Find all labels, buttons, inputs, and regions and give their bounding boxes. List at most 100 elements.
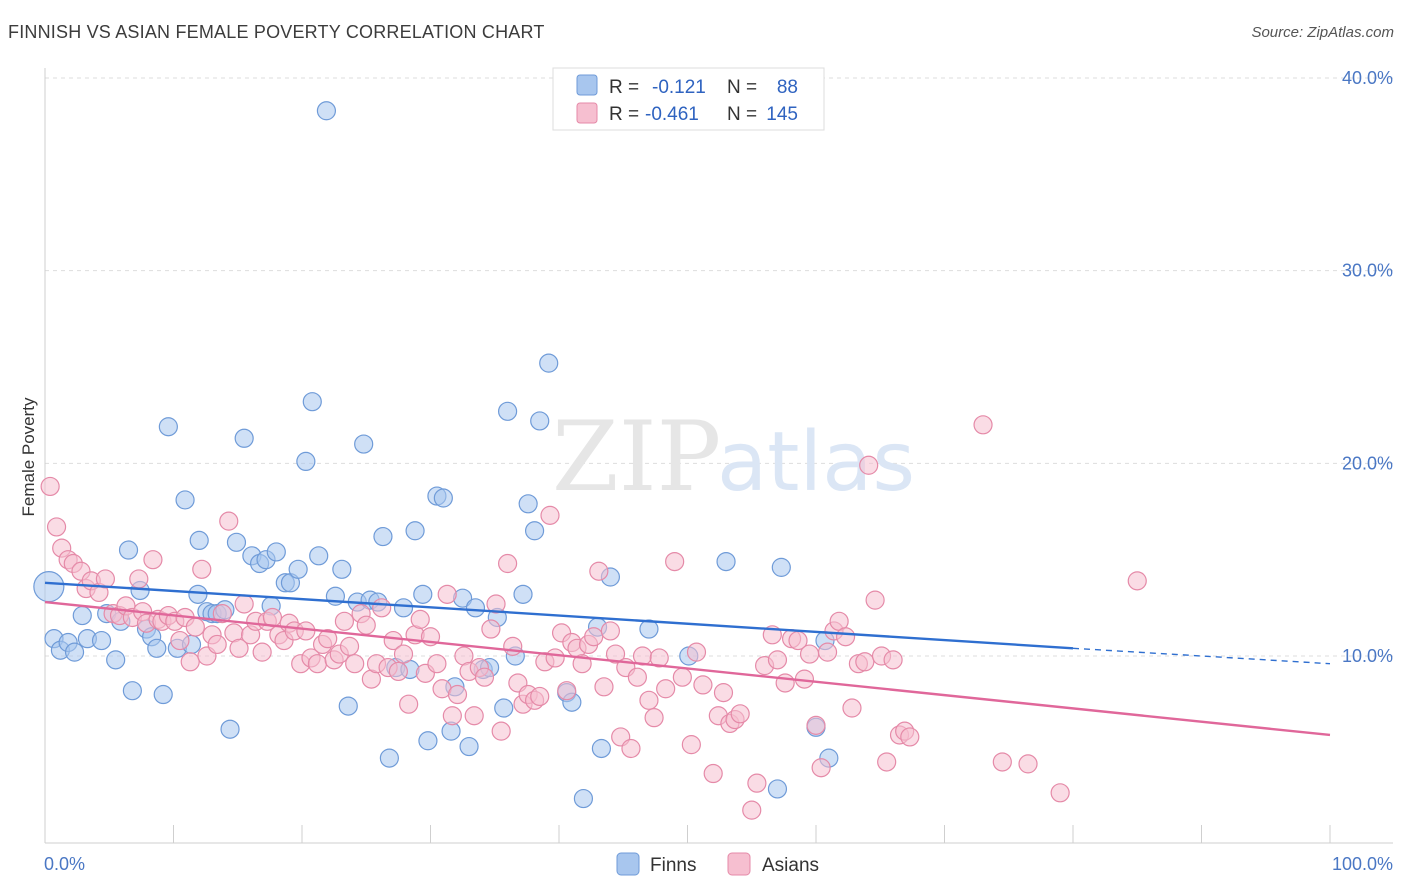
- point-asians: [883, 650, 903, 670]
- watermark-zip: ZIP: [552, 401, 721, 513]
- point-finns: [530, 411, 550, 431]
- point-asians: [410, 609, 430, 629]
- point-finns: [64, 642, 85, 662]
- point-asians: [388, 661, 408, 682]
- point-finns: [573, 788, 594, 809]
- point-finns: [316, 101, 337, 121]
- point-finns: [513, 584, 533, 604]
- point-asians: [252, 642, 272, 662]
- point-asians: [649, 648, 669, 668]
- point-asians: [992, 752, 1012, 772]
- point-asians: [799, 644, 820, 664]
- point-finns: [33, 571, 65, 603]
- point-asians: [557, 681, 577, 701]
- point-asians: [399, 694, 419, 714]
- chart-title: FINNISH VS ASIAN FEMALE POVERTY CORRELAT…: [8, 22, 545, 42]
- point-asians: [185, 617, 205, 637]
- point-asians: [129, 569, 149, 589]
- point-finns: [716, 551, 736, 572]
- point-finns: [771, 557, 791, 577]
- point-asians: [540, 505, 560, 525]
- point-asians: [865, 590, 885, 610]
- series-label-finns: Finns: [650, 855, 696, 876]
- x-tick-label-max: 100.0%: [1332, 854, 1393, 874]
- point-asians: [644, 708, 664, 728]
- point-finns: [118, 540, 139, 560]
- point-asians: [498, 553, 518, 574]
- point-finns: [158, 417, 178, 437]
- correlation-legend: R = -0.121 N = 88 R = -0.461 N = 145: [552, 67, 825, 131]
- point-asians: [900, 727, 920, 747]
- point-finns: [226, 532, 247, 552]
- point-asians: [835, 627, 856, 647]
- point-asians: [605, 644, 626, 664]
- point-finns: [147, 638, 167, 658]
- point-asians: [345, 654, 365, 674]
- watermark-atlas: atlas: [717, 415, 915, 510]
- point-asians: [383, 630, 403, 651]
- point-asians: [170, 630, 190, 651]
- point-asians: [627, 667, 647, 687]
- y-tick-label: 10.0%: [1342, 646, 1393, 666]
- point-asians: [747, 773, 767, 793]
- x-tick-labels: 0.0% 100.0%: [44, 854, 1393, 874]
- point-finns: [494, 698, 514, 718]
- point-asians: [334, 611, 355, 631]
- point-asians: [318, 629, 338, 649]
- point-asians: [486, 594, 506, 614]
- point-asians: [207, 634, 227, 655]
- point-finns: [302, 392, 322, 412]
- point-asians: [600, 621, 621, 641]
- series-label-asians: Asians: [762, 855, 819, 876]
- point-asians: [584, 627, 604, 647]
- point-asians: [372, 598, 392, 618]
- point-asians: [464, 706, 484, 726]
- point-finns: [405, 521, 425, 541]
- point-finns: [498, 401, 518, 421]
- point-finns: [296, 451, 316, 472]
- series-swatch-asians: [727, 852, 751, 876]
- source-label: Source: ZipAtlas.com: [1251, 24, 1394, 41]
- point-asians: [180, 652, 200, 672]
- point-finns: [220, 719, 240, 739]
- point-asians: [859, 455, 879, 475]
- y-tick-labels: 10.0% 20.0% 30.0% 40.0%: [1342, 68, 1393, 666]
- point-asians: [973, 415, 993, 435]
- point-asians: [437, 584, 457, 604]
- point-asians: [621, 738, 641, 759]
- point-finns: [465, 598, 486, 618]
- point-asians: [767, 650, 788, 670]
- point-finns: [234, 428, 254, 448]
- legend-r-value-asians: -0.461: [645, 104, 699, 125]
- point-asians: [656, 679, 676, 699]
- point-asians: [46, 517, 67, 537]
- point-finns: [413, 584, 433, 604]
- point-asians: [742, 800, 762, 820]
- point-asians: [639, 690, 659, 710]
- point-asians: [356, 615, 376, 635]
- legend-swatch-finns: [576, 74, 598, 96]
- point-finns: [153, 684, 173, 705]
- point-finns: [373, 526, 393, 547]
- point-asians: [693, 675, 713, 695]
- point-finns: [591, 738, 612, 759]
- point-asians: [447, 684, 468, 705]
- point-finns: [175, 490, 195, 510]
- point-finns: [338, 696, 358, 716]
- point-finns: [433, 488, 453, 508]
- point-asians: [686, 642, 707, 662]
- point-finns: [354, 434, 374, 454]
- point-finns: [539, 353, 559, 373]
- point-asians: [229, 638, 249, 658]
- point-finns: [106, 650, 126, 670]
- point-finns: [459, 736, 479, 757]
- legend-box: [552, 67, 825, 131]
- point-asians: [143, 550, 163, 570]
- point-asians: [842, 698, 862, 718]
- point-finns: [188, 584, 208, 604]
- point-asians: [1018, 754, 1038, 774]
- point-finns: [332, 559, 352, 579]
- point-asians: [730, 704, 750, 724]
- point-finns: [418, 731, 438, 751]
